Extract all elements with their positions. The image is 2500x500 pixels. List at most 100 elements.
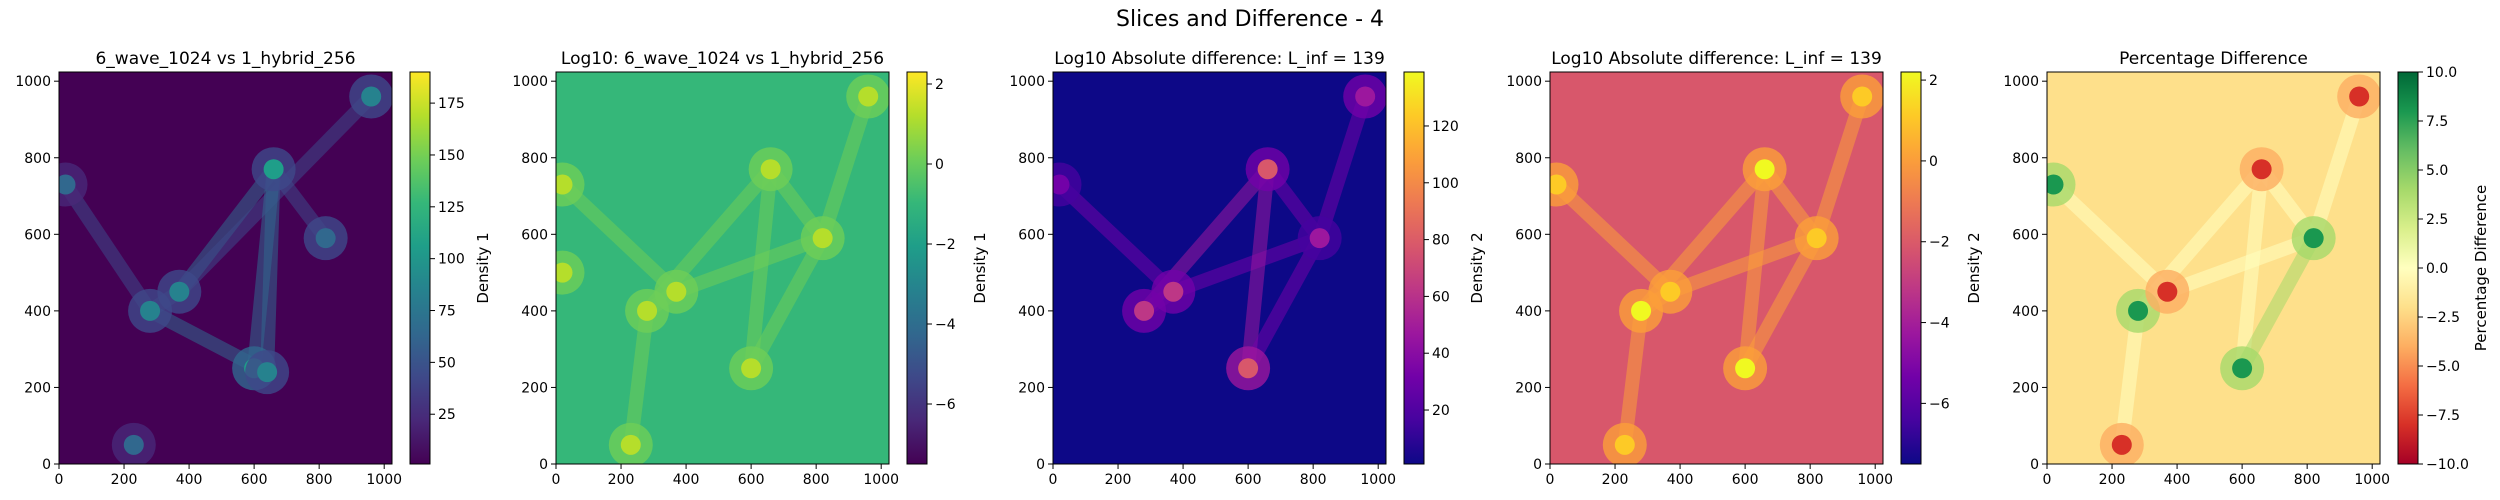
density-core [1852,86,1873,107]
colorbar-tick-label: 25 [438,407,456,423]
filament-streak [2047,177,2175,299]
x-tick-label: 200 [1602,472,1629,488]
colorbar-tick-label: −6 [1929,396,1950,412]
x-tick-label: 400 [176,472,203,488]
x-tick-label: 1000 [366,472,402,488]
colorbar-tick-label: 0 [935,157,944,173]
filament-streak [2235,231,2321,376]
filament-streak [815,89,876,246]
density-core [2128,300,2149,321]
density-core [169,281,190,302]
filament-streak [669,231,830,299]
x-tick-label: 0 [1546,472,1555,488]
x-tick-label: 200 [608,472,635,488]
panel-title: Log10 Absolute difference: L_inf = 139 [1551,49,1882,69]
y-tick-label: 1000 [1009,74,1045,90]
filament-streak [2114,303,2146,452]
x-tick-label: 800 [803,472,830,488]
filament-streak [1166,231,1327,299]
density-core [556,174,573,195]
density-core [1735,358,1756,379]
colorbar-tick-label: −2.5 [2426,310,2460,326]
density-core [2111,434,2132,455]
density-core [760,159,781,180]
colorbar-tick-label: −6 [935,397,956,413]
y-tick-label: 800 [521,151,548,167]
colorbar [906,71,928,465]
heatmap-image [2047,72,2380,464]
x-tick-label: 200 [1105,472,1132,488]
filament-streak [1053,177,1181,299]
density-core [1134,300,1155,321]
filament-streak [247,162,281,376]
density-core [257,362,278,383]
panel-5: Percentage Difference 0 200 400 600 800 1000 0 2… [2003,49,2490,488]
panel-1: 6_wave_1024 vs 1_hybrid_256 0 200 400 600 800… [15,49,492,488]
x-tick-label: 0 [2043,472,2052,488]
x-tick-label: 800 [2294,472,2321,488]
y-tick-label: 200 [1515,380,1542,396]
density-core [1660,281,1681,302]
panel-3: Log10 Absolute difference: L_inf = 139 0 2… [1009,49,1486,488]
y-tick-label: 200 [1018,380,1045,396]
y-tick-label: 600 [1515,227,1542,243]
colorbar [2397,71,2419,465]
x-tick-label: 600 [2229,472,2256,488]
y-tick-label: 800 [1018,151,1045,167]
colorbar-tick-label: 0.0 [2426,261,2448,277]
filament-streak [1617,303,1649,452]
colorbar [1403,71,1425,465]
colorbar-tick-label: 5.0 [2426,163,2448,179]
colorbar-tick-label: 0 [1929,154,1938,170]
density-core [1309,228,1330,249]
heatmap-image [1053,72,1386,464]
colorbar-tick-label: −7.5 [2426,408,2460,424]
filament-streak [1312,89,1373,246]
filament-streak [1738,162,1772,376]
filament-streak [1241,162,1275,376]
colorbar-label: Density 1 [971,232,989,303]
density-core [858,86,879,107]
x-tick-label: 800 [1300,472,1327,488]
filament-streak [1809,89,1870,246]
colorbar-tick-label: 2 [935,77,944,93]
y-tick-label: 600 [24,227,51,243]
colorbar-tick-label: 120 [1432,119,1459,135]
colorbar-label: Density 2 [1965,232,1983,303]
x-tick-label: 0 [55,472,64,488]
y-tick-label: 1000 [15,74,51,90]
y-tick-label: 800 [2012,151,2039,167]
y-tick-label: 800 [24,151,51,167]
colorbar-tick-label: 40 [1432,346,1450,362]
colorbar-tick-label: 20 [1432,403,1450,419]
axes-frame [555,71,890,465]
density-core [1550,174,1567,195]
y-tick-label: 1000 [512,74,548,90]
density-core [2303,228,2324,249]
panel-title: Log10: 6_wave_1024 vs 1_hybrid_256 [561,49,884,69]
colorbar-tick-label: −2 [935,237,956,253]
density-core [1614,434,1635,455]
colorbar-tick-label: 2.5 [2426,212,2448,228]
density-core [1355,86,1376,107]
figure-suptitle: Slices and Difference - 4 [1116,7,1384,32]
density-core [1163,281,1184,302]
colorbar-tick-label: −5.0 [2426,359,2460,375]
density-core [666,281,687,302]
colorbar-tick-label: −4 [1929,316,1950,332]
filament-streak [2235,162,2269,376]
panel-title: 6_wave_1024 vs 1_hybrid_256 [95,49,355,69]
density-core [1053,174,1070,195]
x-tick-label: 200 [111,472,138,488]
colorbar-tick-label: 7.5 [2426,114,2448,130]
filament-streak [1738,231,1824,376]
y-tick-label: 0 [539,457,548,473]
axes-frame [2046,71,2381,465]
heatmap-image [1550,72,1883,464]
colorbar-label: Density 2 [1468,232,1486,303]
y-tick-label: 600 [521,227,548,243]
y-tick-label: 600 [1018,227,1045,243]
x-tick-label: 1000 [1857,472,1893,488]
